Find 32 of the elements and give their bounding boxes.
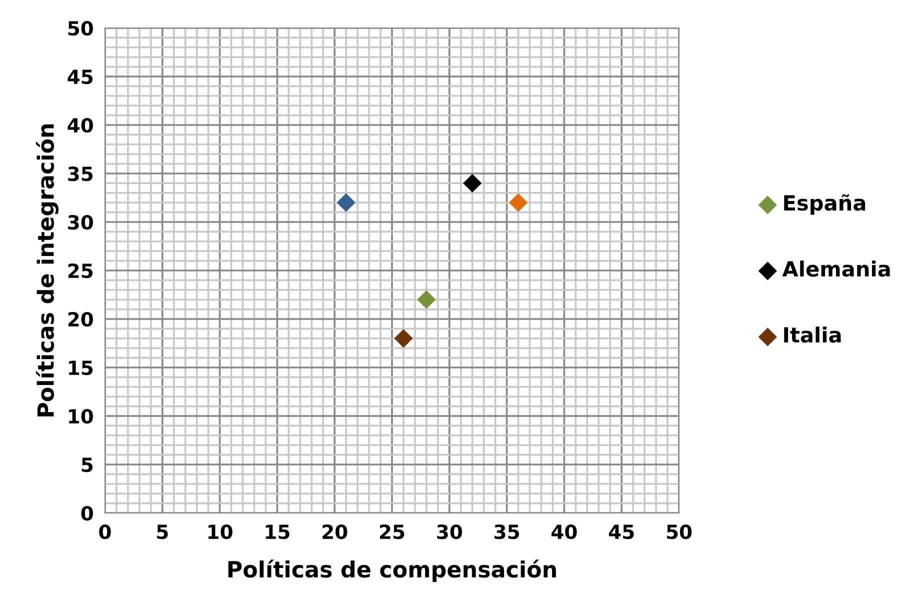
point (508, 193, 528, 212)
x-tick-label: 0 (99, 524, 111, 540)
x-axis-title: Políticas de compensación (228, 560, 556, 582)
x-tick-label: 5 (157, 524, 168, 540)
x-tick-label: 40 (552, 524, 577, 540)
legend-label: Italia (784, 326, 841, 343)
legend-label: Alemania (782, 260, 890, 277)
x-tick-label: 30 (437, 524, 462, 540)
x-tick-label: 50 (666, 524, 692, 540)
y-tick-label: 10 (69, 408, 93, 424)
point (463, 174, 482, 193)
x-tick-label: 20 (322, 524, 348, 540)
point (336, 193, 356, 212)
legend-label: España (784, 194, 866, 215)
y-tick-label: 25 (68, 263, 93, 278)
y-tick-label: 50 (68, 20, 93, 36)
point (417, 290, 436, 309)
x-tick-label: 25 (380, 524, 404, 540)
y-tick-label: 0 (81, 506, 93, 521)
y-tick-label: 30 (68, 214, 93, 230)
point (394, 329, 413, 348)
y-tick-label: 40 (68, 118, 93, 133)
y-tick-label: 20 (68, 312, 93, 327)
x-tick-label: 15 (266, 524, 290, 540)
y-tick-label: 5 (82, 458, 93, 472)
x-tick-label: 45 (608, 524, 634, 540)
y-tick-label: 35 (68, 166, 93, 182)
y-tick-label: 15 (69, 360, 93, 376)
x-tick-label: 10 (208, 524, 232, 540)
y-axis-title: Políticas de integración (36, 124, 58, 416)
x-tick-label: 35 (494, 524, 519, 540)
y-tick-label: 45 (68, 70, 93, 84)
